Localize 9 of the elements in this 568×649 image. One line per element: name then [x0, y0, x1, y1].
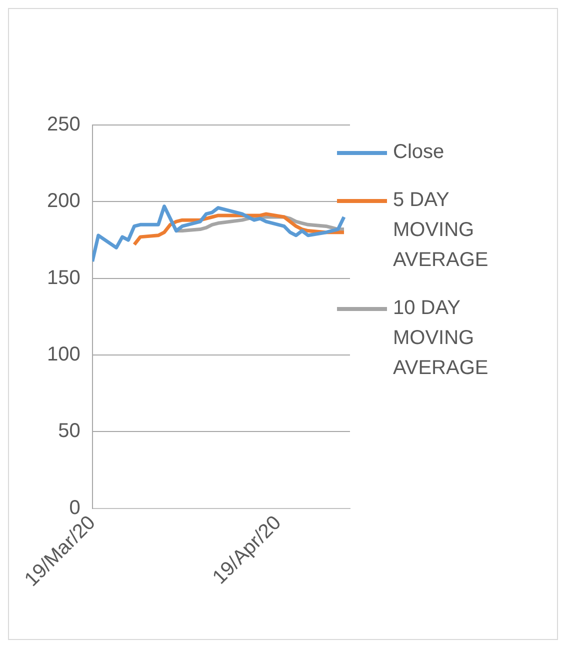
y-tick-label: 50 [58, 420, 80, 442]
legend-label: 5 DAY MOVING AVERAGE [393, 188, 490, 273]
y-tick-label: 150 [46, 266, 80, 289]
y-tick-label: 200 [46, 190, 80, 212]
y-tick-label: 100 [46, 344, 80, 366]
legend-label: 10 DAY MOVING AVERAGE [393, 296, 490, 381]
legend-label: Close [393, 140, 446, 165]
y-tick-label: 0 [69, 496, 80, 519]
y-tick-label: 250 [46, 114, 80, 136]
